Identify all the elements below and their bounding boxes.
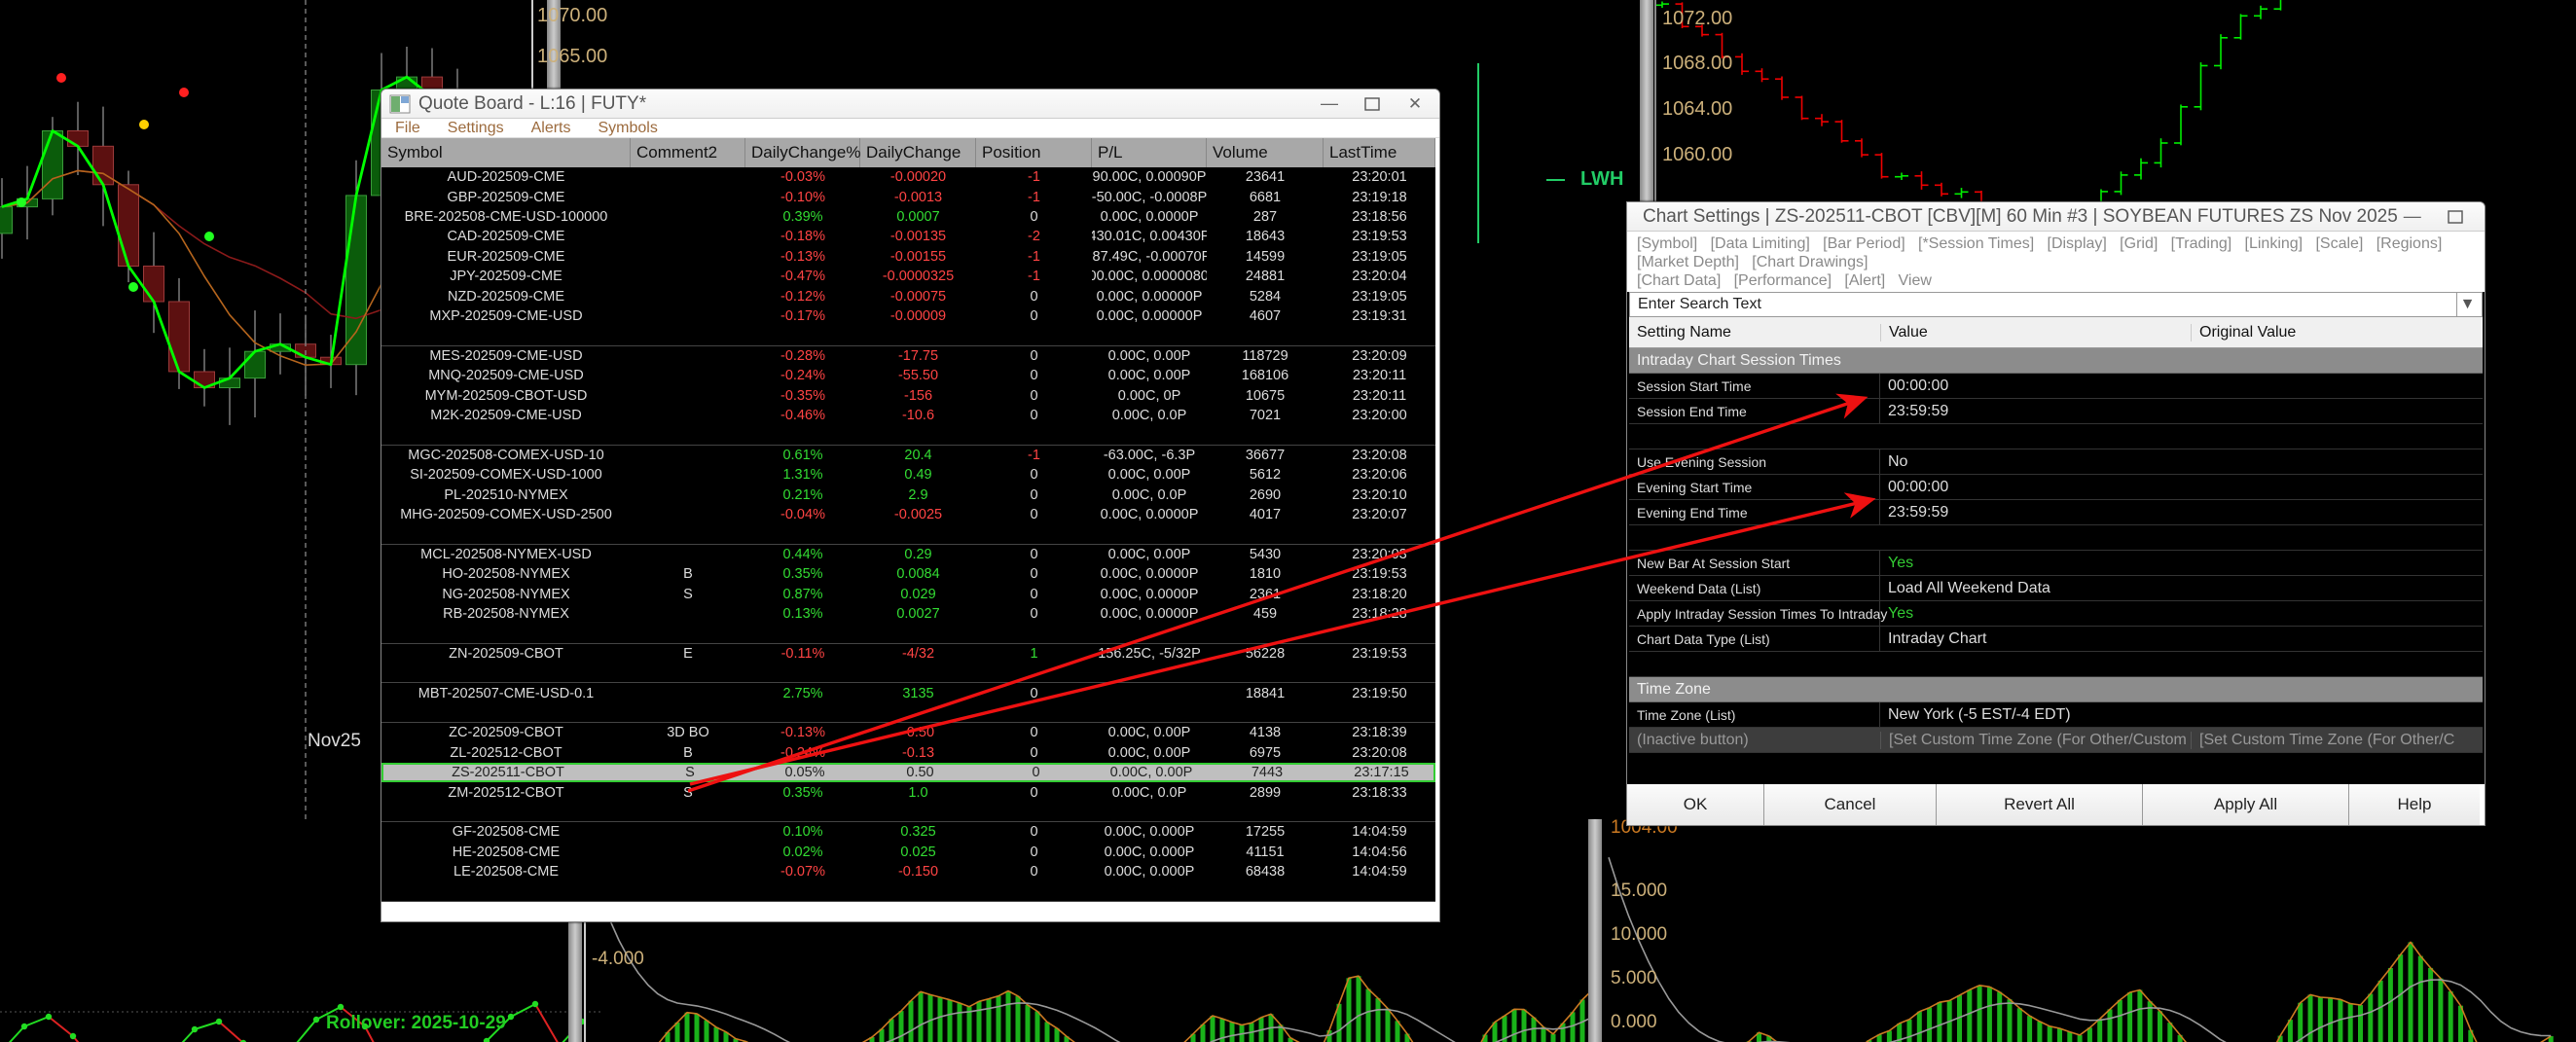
svg-text:Rollover: 2025-10-29: Rollover: 2025-10-29 (326, 1013, 506, 1033)
svg-text:Nov25: Nov25 (308, 731, 361, 751)
